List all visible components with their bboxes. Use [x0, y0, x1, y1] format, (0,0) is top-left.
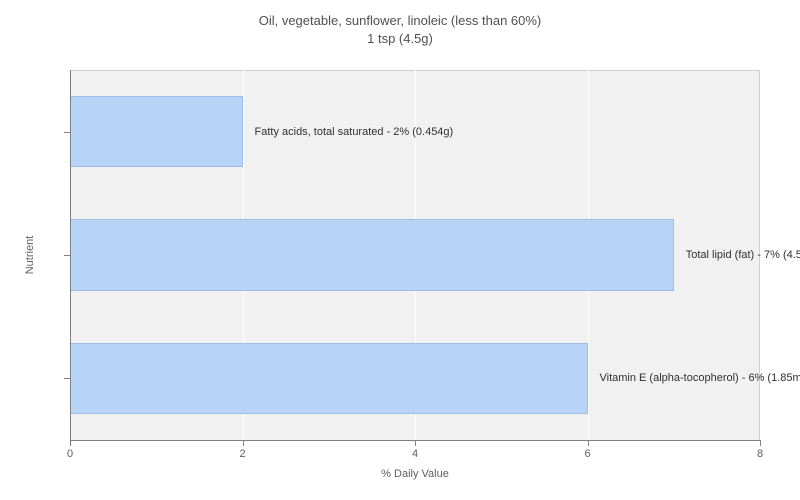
nutrient-bar [70, 219, 674, 291]
nutrient-bar-label: Total lipid (fat) - 7% (4.50g) [686, 249, 800, 261]
chart-title: Oil, vegetable, sunflower, linoleic (les… [0, 12, 800, 47]
x-tick [760, 440, 761, 446]
chart-title-line2: 1 tsp (4.5g) [0, 30, 800, 48]
chart-title-line1: Oil, vegetable, sunflower, linoleic (les… [0, 12, 800, 30]
x-tick-label: 2 [239, 448, 245, 460]
nutrient-bar-label: Fatty acids, total saturated - 2% (0.454… [255, 126, 454, 138]
x-tick-label: 0 [67, 448, 73, 460]
x-tick-label: 8 [757, 448, 763, 460]
nutrient-chart: Oil, vegetable, sunflower, linoleic (les… [0, 0, 800, 500]
y-axis-label: Nutrient [24, 236, 36, 275]
x-tick-label: 4 [412, 448, 418, 460]
y-axis [70, 70, 71, 440]
x-axis-label: % Daily Value [381, 468, 449, 480]
x-axis [70, 440, 760, 441]
nutrient-bar-label: Vitamin E (alpha-tocopherol) - 6% (1.85m… [600, 372, 800, 384]
x-tick-label: 6 [584, 448, 590, 460]
nutrient-bar [70, 96, 243, 168]
nutrient-bar [70, 343, 588, 415]
